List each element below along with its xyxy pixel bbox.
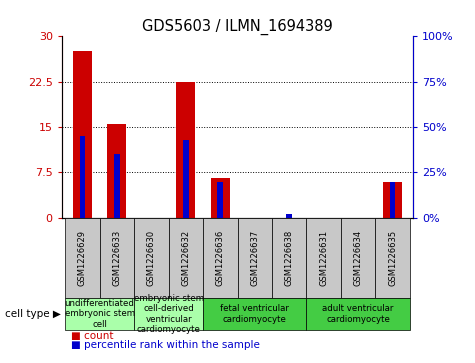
Bar	[272, 218, 306, 298]
Bar	[65, 218, 100, 298]
Bar	[134, 218, 169, 298]
Bar	[211, 179, 230, 218]
Bar	[176, 82, 195, 218]
Text: cell type ▶: cell type ▶	[5, 309, 61, 319]
Bar	[183, 140, 189, 218]
Text: GSM1226633: GSM1226633	[113, 230, 122, 286]
Text: adult ventricular
cardiomyocyte: adult ventricular cardiomyocyte	[323, 304, 394, 324]
Bar	[218, 182, 223, 218]
Text: GSM1226634: GSM1226634	[353, 230, 362, 286]
Text: fetal ventricular
cardiomyocyte: fetal ventricular cardiomyocyte	[220, 304, 289, 324]
Bar	[65, 298, 134, 330]
Bar	[306, 298, 410, 330]
Text: undifferentiated
embryonic stem
cell: undifferentiated embryonic stem cell	[65, 299, 135, 329]
Text: GSM1226629: GSM1226629	[78, 230, 87, 286]
Text: GSM1226632: GSM1226632	[181, 230, 190, 286]
Title: GDS5603 / ILMN_1694389: GDS5603 / ILMN_1694389	[142, 19, 333, 35]
Bar	[203, 298, 306, 330]
Bar	[390, 182, 395, 218]
Bar	[134, 298, 203, 330]
Text: GSM1226635: GSM1226635	[388, 230, 397, 286]
Bar	[383, 182, 402, 218]
Bar	[286, 214, 292, 218]
Text: ■ count: ■ count	[71, 331, 114, 341]
Bar	[114, 154, 120, 218]
Text: GSM1226631: GSM1226631	[319, 230, 328, 286]
Bar	[306, 218, 341, 298]
Text: ■ percentile rank within the sample: ■ percentile rank within the sample	[71, 340, 260, 350]
Text: GSM1226636: GSM1226636	[216, 230, 225, 286]
Bar	[203, 218, 238, 298]
Text: GSM1226638: GSM1226638	[285, 230, 294, 286]
Text: GSM1226637: GSM1226637	[250, 230, 259, 286]
Bar	[73, 52, 92, 218]
Bar	[341, 218, 375, 298]
Bar	[107, 124, 126, 218]
Bar	[80, 136, 86, 218]
Bar	[169, 218, 203, 298]
Text: GSM1226630: GSM1226630	[147, 230, 156, 286]
Bar	[100, 218, 134, 298]
Bar	[238, 218, 272, 298]
Bar	[375, 218, 410, 298]
Text: embryonic stem
cell-derived
ventricular
cardiomyocyte: embryonic stem cell-derived ventricular …	[133, 294, 204, 334]
